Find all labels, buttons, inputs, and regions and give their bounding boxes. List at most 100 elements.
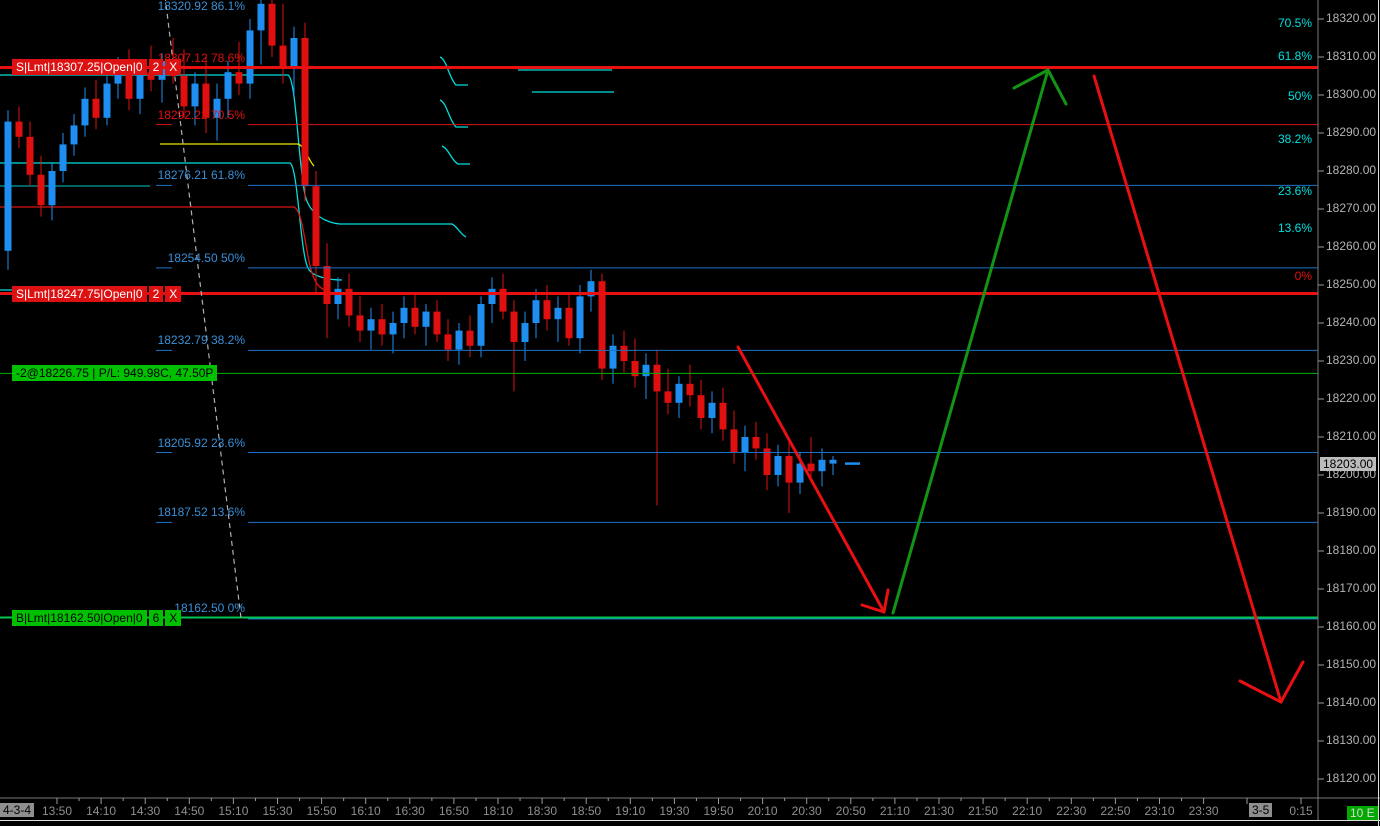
price-axis-label[interactable]: 18150.00 — [1326, 657, 1377, 671]
fib-level-label-70.5: 18292.22 70.5% — [157, 107, 245, 122]
time-axis-label[interactable]: 16:50 — [438, 804, 469, 818]
buy-limit-order-label-18162[interactable]: B|Lmt|18162.50|Open|0 6 X — [12, 609, 182, 626]
price-axis-label[interactable]: 18120.00 — [1326, 771, 1377, 785]
price-axis-label[interactable]: 18210.00 — [1326, 429, 1377, 443]
order-qty[interactable]: 6 — [148, 609, 164, 626]
candle-body — [312, 186, 320, 266]
time-axis-label[interactable]: 15:30 — [262, 804, 293, 818]
price-axis-label[interactable]: 18240.00 — [1326, 315, 1377, 329]
time-axis-label[interactable]: 18:10 — [482, 804, 514, 818]
time-axis-label[interactable]: 21:10 — [879, 804, 910, 818]
candle-body — [246, 30, 254, 84]
candle-body — [389, 323, 397, 335]
time-axis-label[interactable]: 18:30 — [527, 804, 558, 818]
fib-level-label-0: 18162.50 0% — [174, 600, 245, 615]
candle-body — [433, 311, 441, 335]
overlay-line-4 — [439, 56, 468, 86]
candle-body — [565, 307, 573, 339]
candle-body — [675, 383, 683, 403]
candle-body — [730, 429, 738, 453]
time-axis-label[interactable]: 20:50 — [835, 804, 866, 818]
candle-body — [26, 136, 34, 175]
candle-body — [48, 171, 56, 206]
candle-body — [543, 300, 551, 320]
time-axis-label[interactable]: 20:10 — [747, 804, 778, 818]
price-axis-label[interactable]: 18300.00 — [1326, 87, 1377, 101]
price-axis-label[interactable]: 18280.00 — [1326, 163, 1377, 177]
time-axis-label[interactable]: 19:50 — [703, 804, 734, 818]
time-axis-label[interactable]: 21:50 — [968, 804, 999, 818]
candle-body — [477, 304, 485, 346]
candle-body — [741, 437, 749, 453]
order-qty[interactable]: 2 — [148, 59, 164, 76]
order-cancel-button[interactable]: X — [165, 285, 182, 302]
candle-body — [510, 311, 518, 342]
time-axis-label[interactable]: 15:50 — [306, 804, 337, 818]
overlay-line-0 — [0, 74, 467, 238]
time-axis-label[interactable]: 14:30 — [130, 804, 161, 818]
time-axis-label-last: 0:15 — [1289, 804, 1313, 818]
projection-up-arrow — [891, 68, 1050, 615]
overlay-line-6 — [441, 145, 470, 165]
candle-body — [554, 307, 562, 320]
price-axis-label[interactable]: 18160.00 — [1326, 619, 1377, 633]
time-axis-label[interactable]: 15:10 — [218, 804, 249, 818]
candle-body — [257, 3, 265, 31]
time-axis-label[interactable]: 22:30 — [1056, 804, 1087, 818]
fib-level-label-61.8: 18276.21 61.8% — [157, 168, 245, 183]
time-axis-label[interactable]: 22:10 — [1012, 804, 1043, 818]
time-axis-label[interactable]: 14:50 — [174, 804, 205, 818]
price-axis-label[interactable]: 18230.00 — [1326, 353, 1377, 367]
price-axis-label[interactable]: 18250.00 — [1326, 277, 1377, 291]
time-axis-label[interactable]: 18:50 — [571, 804, 602, 818]
price-axis-label[interactable]: 18180.00 — [1326, 543, 1377, 557]
time-axis-label[interactable]: 14:10 — [86, 804, 117, 818]
candle-body — [785, 456, 793, 483]
candle-body — [466, 330, 474, 346]
candle-body — [147, 72, 155, 80]
candle-body — [708, 402, 716, 418]
candle-body — [653, 364, 661, 392]
candle-body — [631, 361, 639, 377]
time-axis-label[interactable]: 19:10 — [615, 804, 646, 818]
fib-right-level-label-0: 0% — [1294, 269, 1312, 284]
candle-body — [818, 459, 826, 472]
candle-body — [664, 391, 672, 403]
price-axis-label[interactable]: 18190.00 — [1326, 505, 1377, 519]
fib-right-level-label-61.8: 61.8% — [1277, 49, 1312, 63]
price-axis-label[interactable]: 18140.00 — [1326, 695, 1377, 709]
order-cancel-button[interactable]: X — [165, 609, 182, 626]
time-axis-label[interactable]: 23:10 — [1144, 804, 1175, 818]
price-axis-label[interactable]: 18310.00 — [1326, 49, 1377, 63]
time-axis-label[interactable]: 21:30 — [923, 804, 955, 818]
candle-body — [411, 307, 419, 327]
candle-body — [37, 174, 45, 206]
price-axis-label[interactable]: 18320.00 — [1326, 11, 1377, 25]
candle-body — [356, 315, 364, 331]
price-axis-label[interactable]: 18290.00 — [1326, 125, 1377, 139]
price-axis-label[interactable]: 18170.00 — [1326, 581, 1377, 595]
time-axis-label[interactable]: 16:30 — [394, 804, 425, 818]
time-axis-label[interactable]: 19:30 — [659, 804, 690, 818]
price-axis-label[interactable]: 18270.00 — [1326, 201, 1377, 215]
sell-limit-order-label-18307[interactable]: S|Lmt|18307.25|Open|0 2 X — [12, 59, 182, 76]
fib-right-level-label-50: 50% — [1287, 88, 1312, 103]
candle-body — [774, 456, 782, 475]
price-axis-label[interactable]: 18130.00 — [1326, 733, 1377, 747]
candle-body — [532, 300, 540, 323]
candle-body — [752, 437, 760, 449]
sell-limit-order-label-18247[interactable]: S|Lmt|18247.75|Open|0 2 X — [12, 285, 182, 302]
order-cancel-button[interactable]: X — [165, 59, 182, 76]
time-axis-label[interactable]: 13:50 — [41, 804, 73, 818]
order-qty[interactable]: 2 — [148, 285, 164, 302]
time-axis-label[interactable]: 20:30 — [791, 804, 822, 818]
price-axis-label[interactable]: 18260.00 — [1326, 239, 1377, 253]
fib-level-label-23.6: 18205.92 23.6% — [157, 435, 245, 450]
time-axis-label[interactable]: 16:10 — [350, 804, 381, 818]
time-axis-label[interactable]: 23:30 — [1188, 804, 1219, 818]
projection-up-arrow-barb — [1046, 68, 1068, 106]
price-axis-label[interactable]: 18220.00 — [1326, 391, 1377, 405]
time-axis-label[interactable]: 22:50 — [1100, 804, 1131, 818]
